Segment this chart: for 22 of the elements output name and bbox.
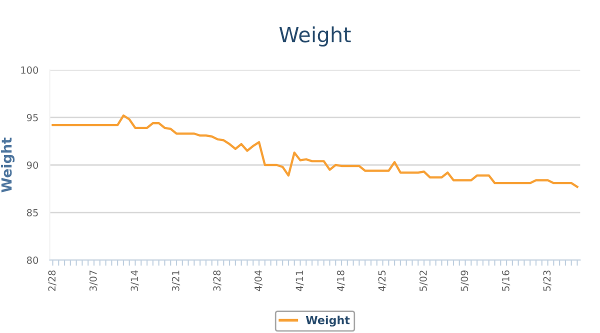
y-tick-label: 95: [26, 114, 38, 122]
x-tick-label: 3/14: [130, 270, 139, 291]
x-tick-label: 3/07: [89, 270, 98, 291]
x-tick-label: 2/28: [48, 270, 56, 291]
x-tick-label: 5/23: [543, 270, 552, 291]
x-tick-label: 4/25: [378, 270, 386, 292]
x-tick-label: 5/02: [419, 270, 428, 291]
x-tick-label: 4/11: [296, 270, 304, 292]
x-tick-label: 5/16: [502, 270, 510, 291]
y-tick-label: 85: [26, 209, 38, 216]
line-series: [52, 114, 578, 188]
y-tick-label: 100: [21, 66, 38, 74]
x-tick-label: 3/28: [213, 270, 222, 291]
x-tick-label: 5/09: [460, 270, 469, 291]
x-tick-label: 3/21: [172, 270, 180, 291]
y-tick-label: 80: [26, 256, 38, 264]
chart-title: Weight: [279, 26, 351, 46]
y-tick-label: 90: [26, 161, 38, 169]
y-axis-title: Weight: [1, 138, 15, 192]
legend-label: Weight: [306, 316, 350, 327]
x-tick-label: 4/18: [336, 270, 346, 292]
x-tick-label: 4/04: [254, 270, 263, 292]
